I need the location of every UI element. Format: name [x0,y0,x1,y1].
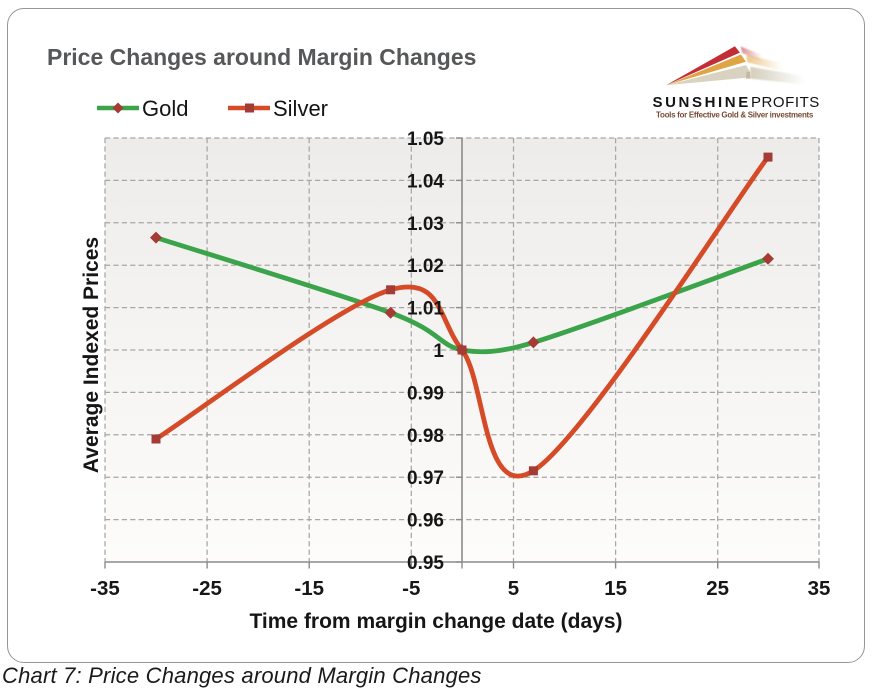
svg-text:0.95: 0.95 [407,553,444,574]
svg-text:35: 35 [808,577,831,600]
svg-text:0.96: 0.96 [407,511,444,532]
svg-text:1.03: 1.03 [407,214,444,235]
svg-text:1.05: 1.05 [407,129,444,150]
svg-text:SUNSHINE: SUNSHINE [653,94,751,111]
svg-text:0.97: 0.97 [407,468,444,489]
svg-text:5: 5 [508,577,519,600]
svg-text:-5: -5 [402,577,420,600]
svg-text:1.04: 1.04 [407,171,444,192]
svg-text:-15: -15 [294,577,324,600]
svg-text:-35: -35 [90,577,120,600]
svg-text:Silver: Silver [273,96,328,121]
svg-text:Gold: Gold [142,96,188,121]
svg-text:0.98: 0.98 [407,426,444,447]
svg-text:Average Indexed Prices: Average Indexed Prices [80,237,103,473]
svg-text:1: 1 [433,341,444,362]
svg-text:15: 15 [604,577,627,600]
svg-text:1.01: 1.01 [407,299,444,320]
svg-text:25: 25 [706,577,729,600]
svg-text:0.99: 0.99 [407,383,444,404]
svg-text:Tools for Effective Gold & Sil: Tools for Effective Gold & Silver invest… [656,111,814,120]
svg-text:Time from margin change date (: Time from margin change date (days) [249,610,622,633]
svg-text:PROFITS: PROFITS [751,94,820,111]
svg-text:1.02: 1.02 [407,256,444,277]
svg-text:-25: -25 [192,577,222,600]
